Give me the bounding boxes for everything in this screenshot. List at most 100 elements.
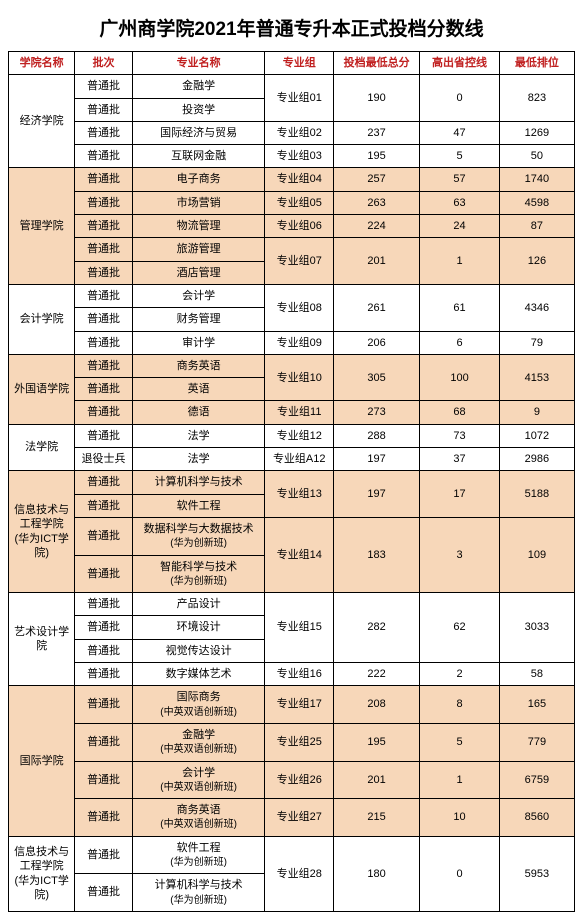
table-row: 管理学院普通批电子商务专业组04257571740 — [9, 168, 575, 191]
cell-major: 数字媒体艺术 — [132, 663, 265, 686]
cell-batch: 普通批 — [75, 354, 132, 377]
cell-college: 法学院 — [9, 424, 75, 471]
cell-min-rank: 3033 — [499, 593, 574, 663]
cell-batch: 普通批 — [75, 836, 132, 874]
table-row: 信息技术与工程学院(华为ICT学院)普通批软件工程(华为创新班)专业组28180… — [9, 836, 575, 874]
cell-major: 商务英语(中英双语创新班) — [132, 799, 265, 837]
cell-diff: 1 — [420, 761, 500, 799]
cell-major: 法学 — [132, 448, 265, 471]
cell-major: 市场营销 — [132, 191, 265, 214]
cell-major: 德语 — [132, 401, 265, 424]
cell-batch: 普通批 — [75, 98, 132, 121]
cell-group: 专业组01 — [265, 75, 334, 122]
cell-min-rank: 126 — [499, 238, 574, 285]
cell-batch: 普通批 — [75, 471, 132, 494]
cell-diff: 5 — [420, 723, 500, 761]
cell-batch: 普通批 — [75, 761, 132, 799]
cell-min-rank: 2986 — [499, 448, 574, 471]
cell-college: 外国语学院 — [9, 354, 75, 424]
cell-group: 专业组12 — [265, 424, 334, 447]
cell-min-rank: 4346 — [499, 284, 574, 331]
cell-batch: 普通批 — [75, 639, 132, 662]
cell-min-total: 224 — [334, 215, 420, 238]
table-row: 国际学院普通批国际商务(中英双语创新班)专业组172088165 — [9, 686, 575, 724]
cell-college: 经济学院 — [9, 75, 75, 168]
cell-major: 商务英语 — [132, 354, 265, 377]
cell-group: 专业组13 — [265, 471, 334, 518]
cell-min-rank: 1269 — [499, 121, 574, 144]
cell-batch: 普通批 — [75, 145, 132, 168]
table-row: 普通批会计学(中英双语创新班)专业组2620116759 — [9, 761, 575, 799]
cell-diff: 0 — [420, 75, 500, 122]
cell-major: 国际商务(中英双语创新班) — [132, 686, 265, 724]
cell-min-total: 237 — [334, 121, 420, 144]
cell-min-rank: 823 — [499, 75, 574, 122]
cell-major: 智能科学与技术(华为创新班) — [132, 555, 265, 593]
cell-min-rank: 6759 — [499, 761, 574, 799]
cell-major: 国际经济与贸易 — [132, 121, 265, 144]
col-min-total: 投档最低总分 — [334, 52, 420, 75]
table-row: 法学院普通批法学专业组12288731072 — [9, 424, 575, 447]
cell-major: 视觉传达设计 — [132, 639, 265, 662]
cell-diff: 73 — [420, 424, 500, 447]
col-min-rank: 最低排位 — [499, 52, 574, 75]
col-batch: 批次 — [75, 52, 132, 75]
cell-diff: 47 — [420, 121, 500, 144]
cell-major: 金融学 — [132, 75, 265, 98]
cell-min-total: 206 — [334, 331, 420, 354]
cell-group: 专业组03 — [265, 145, 334, 168]
cell-batch: 退役士兵 — [75, 448, 132, 471]
table-row: 普通批市场营销专业组05263634598 — [9, 191, 575, 214]
cell-min-total: 215 — [334, 799, 420, 837]
cell-diff: 2 — [420, 663, 500, 686]
cell-min-rank: 58 — [499, 663, 574, 686]
cell-major: 酒店管理 — [132, 261, 265, 284]
cell-major: 软件工程 — [132, 494, 265, 517]
cell-college: 信息技术与工程学院(华为ICT学院) — [9, 471, 75, 593]
table-row: 退役士兵法学专业组A12197372986 — [9, 448, 575, 471]
cell-min-total: 190 — [334, 75, 420, 122]
cell-major: 互联网金融 — [132, 145, 265, 168]
cell-diff: 1 — [420, 238, 500, 285]
cell-major: 数据科学与大数据技术(华为创新班) — [132, 517, 265, 555]
cell-min-total: 257 — [334, 168, 420, 191]
cell-min-rank: 87 — [499, 215, 574, 238]
cell-min-total: 263 — [334, 191, 420, 214]
cell-major: 财务管理 — [132, 308, 265, 331]
table-row: 信息技术与工程学院(华为ICT学院)普通批计算机科学与技术专业组13197175… — [9, 471, 575, 494]
cell-batch: 普通批 — [75, 191, 132, 214]
table-header-row: 学院名称 批次 专业名称 专业组 投档最低总分 高出省控线 最低排位 — [9, 52, 575, 75]
table-row: 普通批金融学(中英双语创新班)专业组251955779 — [9, 723, 575, 761]
cell-diff: 6 — [420, 331, 500, 354]
cell-diff: 5 — [420, 145, 500, 168]
cell-batch: 普通批 — [75, 799, 132, 837]
table-row: 会计学院普通批会计学专业组08261614346 — [9, 284, 575, 307]
cell-batch: 普通批 — [75, 555, 132, 593]
cell-batch: 普通批 — [75, 284, 132, 307]
cell-major: 环境设计 — [132, 616, 265, 639]
cell-group: 专业组14 — [265, 517, 334, 592]
table-row: 普通批国际经济与贸易专业组02237471269 — [9, 121, 575, 144]
cell-batch: 普通批 — [75, 517, 132, 555]
cell-min-total: 195 — [334, 723, 420, 761]
cell-group: 专业组04 — [265, 168, 334, 191]
cell-min-total: 197 — [334, 448, 420, 471]
cell-min-rank: 8560 — [499, 799, 574, 837]
cell-min-total: 222 — [334, 663, 420, 686]
cell-diff: 8 — [420, 686, 500, 724]
table-row: 外国语学院普通批商务英语专业组103051004153 — [9, 354, 575, 377]
table-row: 普通批数据科学与大数据技术(华为创新班)专业组141833109 — [9, 517, 575, 555]
cell-min-total: 208 — [334, 686, 420, 724]
cell-college: 艺术设计学院 — [9, 593, 75, 686]
cell-college: 国际学院 — [9, 686, 75, 836]
cell-group: 专业组10 — [265, 354, 334, 401]
cell-batch: 普通批 — [75, 238, 132, 261]
cell-major: 电子商务 — [132, 168, 265, 191]
cell-major: 产品设计 — [132, 593, 265, 616]
table-row: 普通批数字媒体艺术专业组16222258 — [9, 663, 575, 686]
col-major: 专业名称 — [132, 52, 265, 75]
cell-diff: 63 — [420, 191, 500, 214]
cell-group: 专业组16 — [265, 663, 334, 686]
cell-diff: 62 — [420, 593, 500, 663]
cell-major: 会计学(中英双语创新班) — [132, 761, 265, 799]
